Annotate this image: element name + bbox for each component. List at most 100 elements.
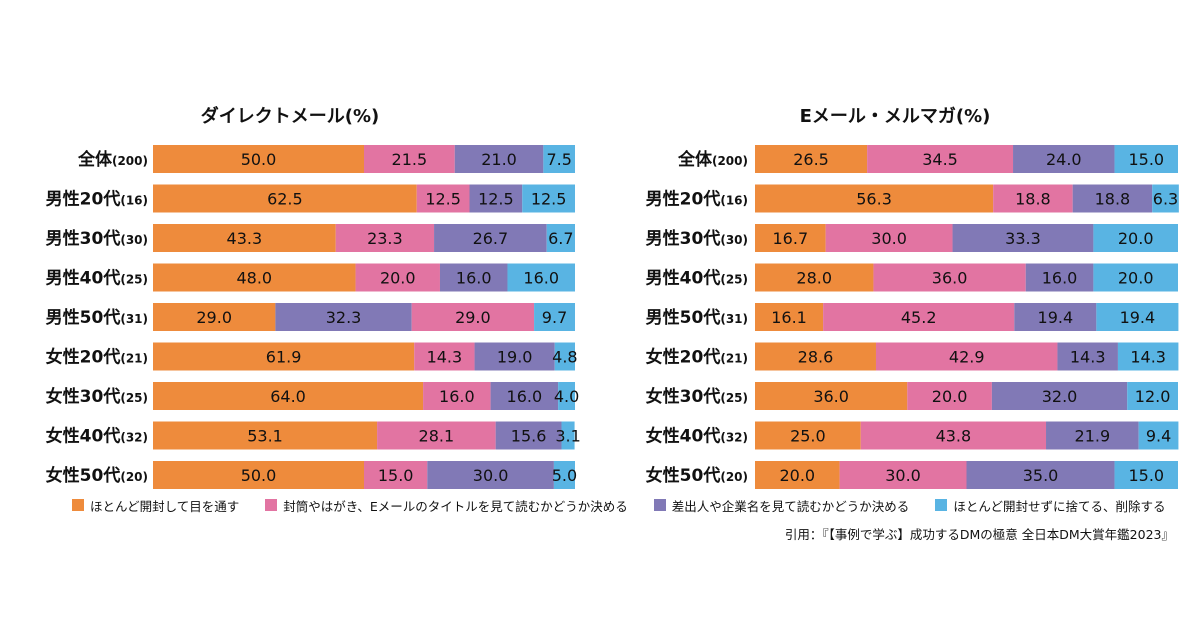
chart-0-value-7-0: 53.1 xyxy=(247,427,283,446)
chart-1-bar-6-0 xyxy=(755,382,908,410)
chart-0-bar-4-2 xyxy=(275,303,412,331)
chart-1-value-2-2: 33.3 xyxy=(1005,229,1041,248)
chart-0-bar-7-1 xyxy=(377,421,496,450)
chart-0-bar-2-2 xyxy=(434,224,547,252)
chart-1-value-0-2: 24.0 xyxy=(1046,150,1082,169)
chart-0-value-5-0: 61.9 xyxy=(266,348,302,367)
chart-0-bar-5-2 xyxy=(474,342,555,371)
chart-1-row-label-5: 女性20代(21) xyxy=(646,347,748,368)
chart-1-bar-0-3 xyxy=(1114,145,1178,173)
chart-1-value-8-0: 20.0 xyxy=(779,466,815,485)
chart-1-row-label-2: 男性30代(30) xyxy=(646,228,748,249)
chart-0-title: ダイレクトメール(%) xyxy=(201,105,380,127)
chart-0-value-3-2: 16.0 xyxy=(456,269,492,288)
chart-0-bar-4-0 xyxy=(153,303,276,331)
chart-1-value-6-2: 32.0 xyxy=(1042,387,1078,406)
chart-1-bar-1-0 xyxy=(755,184,994,213)
legend-label-2: 差出人や企業名を見て読むかどうか決める xyxy=(671,498,910,514)
chart-0-bar-6-0 xyxy=(153,382,424,410)
chart-1-bar-1-3 xyxy=(1152,184,1179,213)
chart-1-bar-0-1 xyxy=(867,145,1014,173)
chart-0-value-0-0: 50.0 xyxy=(241,150,277,169)
chart-0-bar-3-2 xyxy=(439,263,508,292)
legend-label-3: ほとんど開封せずに捨てる、削除する xyxy=(953,498,1166,514)
chart-1-value-4-3: 19.4 xyxy=(1120,308,1156,327)
chart-0-value-6-3: 4.0 xyxy=(554,387,579,406)
chart-1-bar-8-0 xyxy=(755,461,840,489)
chart-1-value-7-1: 43.8 xyxy=(936,427,972,446)
chart-1-value-1-2: 18.8 xyxy=(1095,190,1131,209)
chart-0-row-label-0: 全体(200) xyxy=(77,149,148,170)
chart-0-value-7-2: 15.6 xyxy=(511,427,547,446)
chart-0-value-1-1: 12.5 xyxy=(425,190,461,209)
chart-0-value-7-3: 3.1 xyxy=(555,427,580,446)
chart-0-value-6-2: 16.0 xyxy=(507,387,543,406)
legend-swatch-2 xyxy=(653,499,666,511)
chart-0-value-3-1: 20.0 xyxy=(380,269,416,288)
chart-1-bar-6-3 xyxy=(1127,382,1178,410)
chart-0-row-label-1: 男性20代(16) xyxy=(46,189,148,210)
chart-0-value-1-0: 62.5 xyxy=(267,190,303,209)
chart-0-bar-5-3 xyxy=(554,342,575,371)
chart-0-value-7-1: 28.1 xyxy=(419,427,455,446)
chart-1-value-6-1: 20.0 xyxy=(932,387,968,406)
chart-1-value-3-2: 16.0 xyxy=(1042,269,1078,288)
chart-0-bar-5-0 xyxy=(153,342,415,371)
chart-0-bar-2-0 xyxy=(153,224,336,252)
chart-1-value-1-3: 6.3 xyxy=(1153,190,1178,209)
chart-0-row-label-8: 女性50代(20) xyxy=(46,465,148,486)
chart-1-value-3-1: 36.0 xyxy=(932,269,968,288)
chart-0-value-1-2: 12.5 xyxy=(478,190,514,209)
chart-0-value-6-1: 16.0 xyxy=(439,387,475,406)
chart-0-value-3-3: 16.0 xyxy=(523,269,559,288)
chart-0-value-8-0: 50.0 xyxy=(241,466,277,485)
chart-0-bar-7-3 xyxy=(561,421,575,450)
chart-0-row-label-7: 女性40代(32) xyxy=(46,426,148,447)
chart-1-value-8-2: 35.0 xyxy=(1023,466,1059,485)
chart-1-row-label-1: 男性20代(16) xyxy=(646,189,748,210)
chart-0-bar-0-2 xyxy=(454,145,544,173)
chart-1-value-3-0: 28.0 xyxy=(796,269,832,288)
chart-1-value-6-3: 12.0 xyxy=(1135,387,1171,406)
chart-1-row-label-8: 女性50代(20) xyxy=(646,465,748,486)
chart-0-value-2-1: 23.3 xyxy=(367,229,403,248)
chart-0-value-1-3: 12.5 xyxy=(531,190,567,209)
chart-1-row-label-4: 男性50代(31) xyxy=(646,307,748,328)
legend-swatch-1 xyxy=(265,499,278,511)
chart-1-value-5-0: 28.6 xyxy=(798,348,834,367)
chart-0-value-5-2: 19.0 xyxy=(497,348,533,367)
chart-1-bar-4-2 xyxy=(1014,303,1097,331)
chart-1-value-4-2: 19.4 xyxy=(1038,308,1074,327)
chart-1-value-1-1: 18.8 xyxy=(1015,190,1051,209)
chart-1-value-4-0: 16.1 xyxy=(771,308,807,327)
chart-1-bar-4-0 xyxy=(755,303,824,331)
chart-1-value-7-3: 9.4 xyxy=(1146,427,1171,446)
chart-0-bar-5-1 xyxy=(414,342,475,371)
chart-0-bar-8-1 xyxy=(364,461,428,489)
chart-0-bar-8-2 xyxy=(427,461,554,489)
chart-1-value-0-1: 34.5 xyxy=(922,150,958,169)
chart-1-bar-0-2 xyxy=(1013,145,1115,173)
chart-1-bar-8-2 xyxy=(966,461,1115,489)
chart-0-bar-7-2 xyxy=(495,421,562,450)
chart-0-value-3-0: 48.0 xyxy=(236,269,272,288)
chart-0-bar-4-1 xyxy=(411,303,535,331)
chart-1-value-8-3: 15.0 xyxy=(1128,466,1164,485)
chart-0-bar-6-2 xyxy=(490,382,559,410)
chart-0-value-4-2: 32.3 xyxy=(326,308,362,327)
chart-0-value-4-1: 29.0 xyxy=(455,308,491,327)
legend-item-0: ほとんど開封して目を通す xyxy=(72,496,239,515)
chart-1-value-2-0: 16.7 xyxy=(773,229,809,248)
chart-1-row-label-6: 女性30代(25) xyxy=(646,386,748,407)
chart-0-value-0-1: 21.5 xyxy=(392,150,428,169)
chart-1-value-1-0: 56.3 xyxy=(856,190,892,209)
chart-1-bar-8-1 xyxy=(839,461,967,489)
chart-0-bar-7-0 xyxy=(153,421,378,450)
chart-0-value-0-2: 21.0 xyxy=(481,150,517,169)
chart-1-bar-6-2 xyxy=(991,382,1128,410)
chart-1-row-label-0: 全体(200) xyxy=(677,149,748,170)
chart-1-bar-6-1 xyxy=(907,382,992,410)
chart-0-value-2-0: 43.3 xyxy=(227,229,263,248)
chart-1-bar-7-0 xyxy=(755,421,861,450)
chart-0-bar-2-1 xyxy=(335,224,435,252)
